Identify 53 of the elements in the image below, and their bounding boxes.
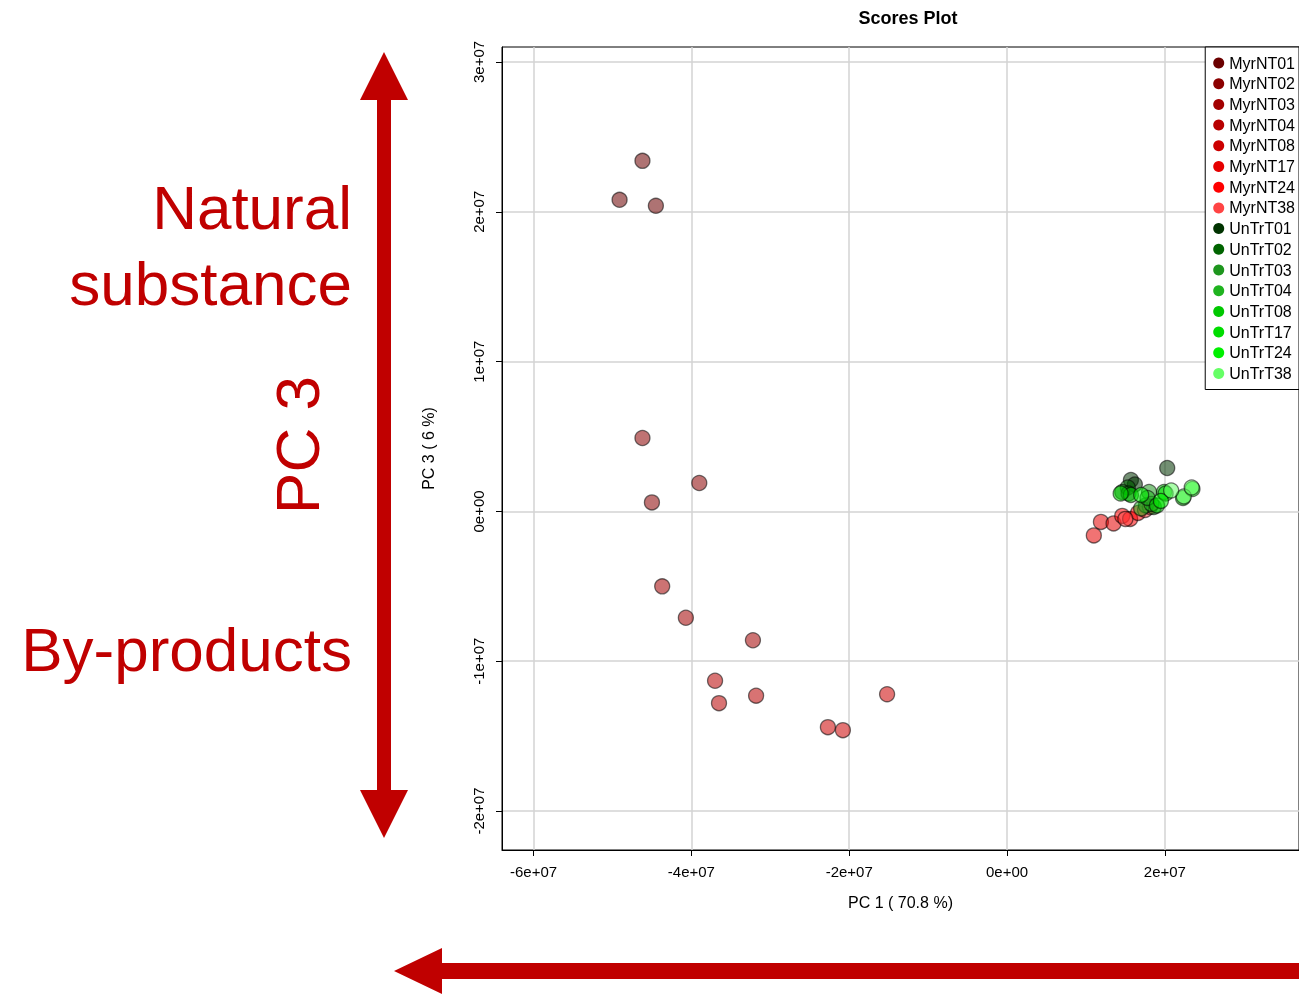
point bbox=[643, 494, 661, 511]
legend-label: UnTrT17 bbox=[1229, 323, 1292, 341]
text: By-products bbox=[21, 614, 352, 686]
legend-label: MyrNT01 bbox=[1229, 54, 1296, 72]
point bbox=[1085, 527, 1102, 544]
legend-label: UnTrT04 bbox=[1229, 282, 1292, 300]
legend-label: MyrNT02 bbox=[1229, 75, 1296, 93]
text: Natural substance bbox=[68, 172, 352, 320]
legend-label: UnTrT24 bbox=[1229, 344, 1292, 362]
legend-label: UnTrT08 bbox=[1229, 302, 1292, 320]
x-tick-label: 0e+00 bbox=[985, 863, 1029, 880]
legend-label: MyrNT03 bbox=[1229, 95, 1296, 113]
point bbox=[634, 429, 651, 447]
y-tick-label: 1e+07 bbox=[470, 340, 487, 383]
point bbox=[747, 687, 765, 704]
point bbox=[819, 719, 837, 736]
point bbox=[634, 152, 651, 169]
legend-label: MyrNT04 bbox=[1229, 116, 1296, 134]
y-tick-label: -2e+07 bbox=[470, 787, 487, 835]
legend-label: UnTrT01 bbox=[1229, 220, 1292, 238]
point bbox=[710, 695, 728, 712]
x-tick-label: -2e+07 bbox=[825, 863, 873, 880]
legend-label: MyrNT08 bbox=[1229, 137, 1296, 155]
legend-label: UnTrT03 bbox=[1229, 261, 1292, 279]
legend-label: MyrNT17 bbox=[1229, 158, 1296, 175]
legend-label: UnTrT02 bbox=[1229, 240, 1292, 258]
point bbox=[878, 686, 896, 703]
point bbox=[1159, 459, 1176, 477]
x-tick-label: -4e+07 bbox=[667, 863, 715, 880]
legend-label: MyrNT38 bbox=[1229, 199, 1296, 217]
text: PC 3 bbox=[261, 376, 333, 514]
legend-label: UnTrT38 bbox=[1229, 365, 1292, 382]
y-axis-title: PC 3 ( 6 %) bbox=[419, 407, 437, 490]
point bbox=[1152, 492, 1170, 510]
chart-title: Scores Plot bbox=[858, 8, 958, 28]
point bbox=[834, 722, 852, 739]
y-tick-label: -1e+07 bbox=[470, 637, 487, 685]
point bbox=[1163, 482, 1180, 499]
x-tick-label: 2e+07 bbox=[1143, 863, 1186, 880]
point bbox=[654, 578, 671, 595]
point bbox=[1133, 486, 1150, 504]
y-tick-label: 0e+00 bbox=[470, 490, 487, 533]
point bbox=[744, 632, 762, 649]
point bbox=[647, 197, 665, 214]
y-tick-label: 3e+07 bbox=[470, 40, 487, 84]
x-tick-label: -6e+07 bbox=[510, 863, 558, 880]
point bbox=[706, 672, 724, 689]
legend-label: MyrNT24 bbox=[1229, 178, 1296, 196]
y-tick-label: 2e+07 bbox=[470, 190, 487, 233]
point bbox=[611, 191, 628, 208]
x-axis-title: PC 1 ( 70.8 %) bbox=[848, 893, 953, 911]
point bbox=[677, 609, 695, 626]
point bbox=[691, 474, 708, 492]
